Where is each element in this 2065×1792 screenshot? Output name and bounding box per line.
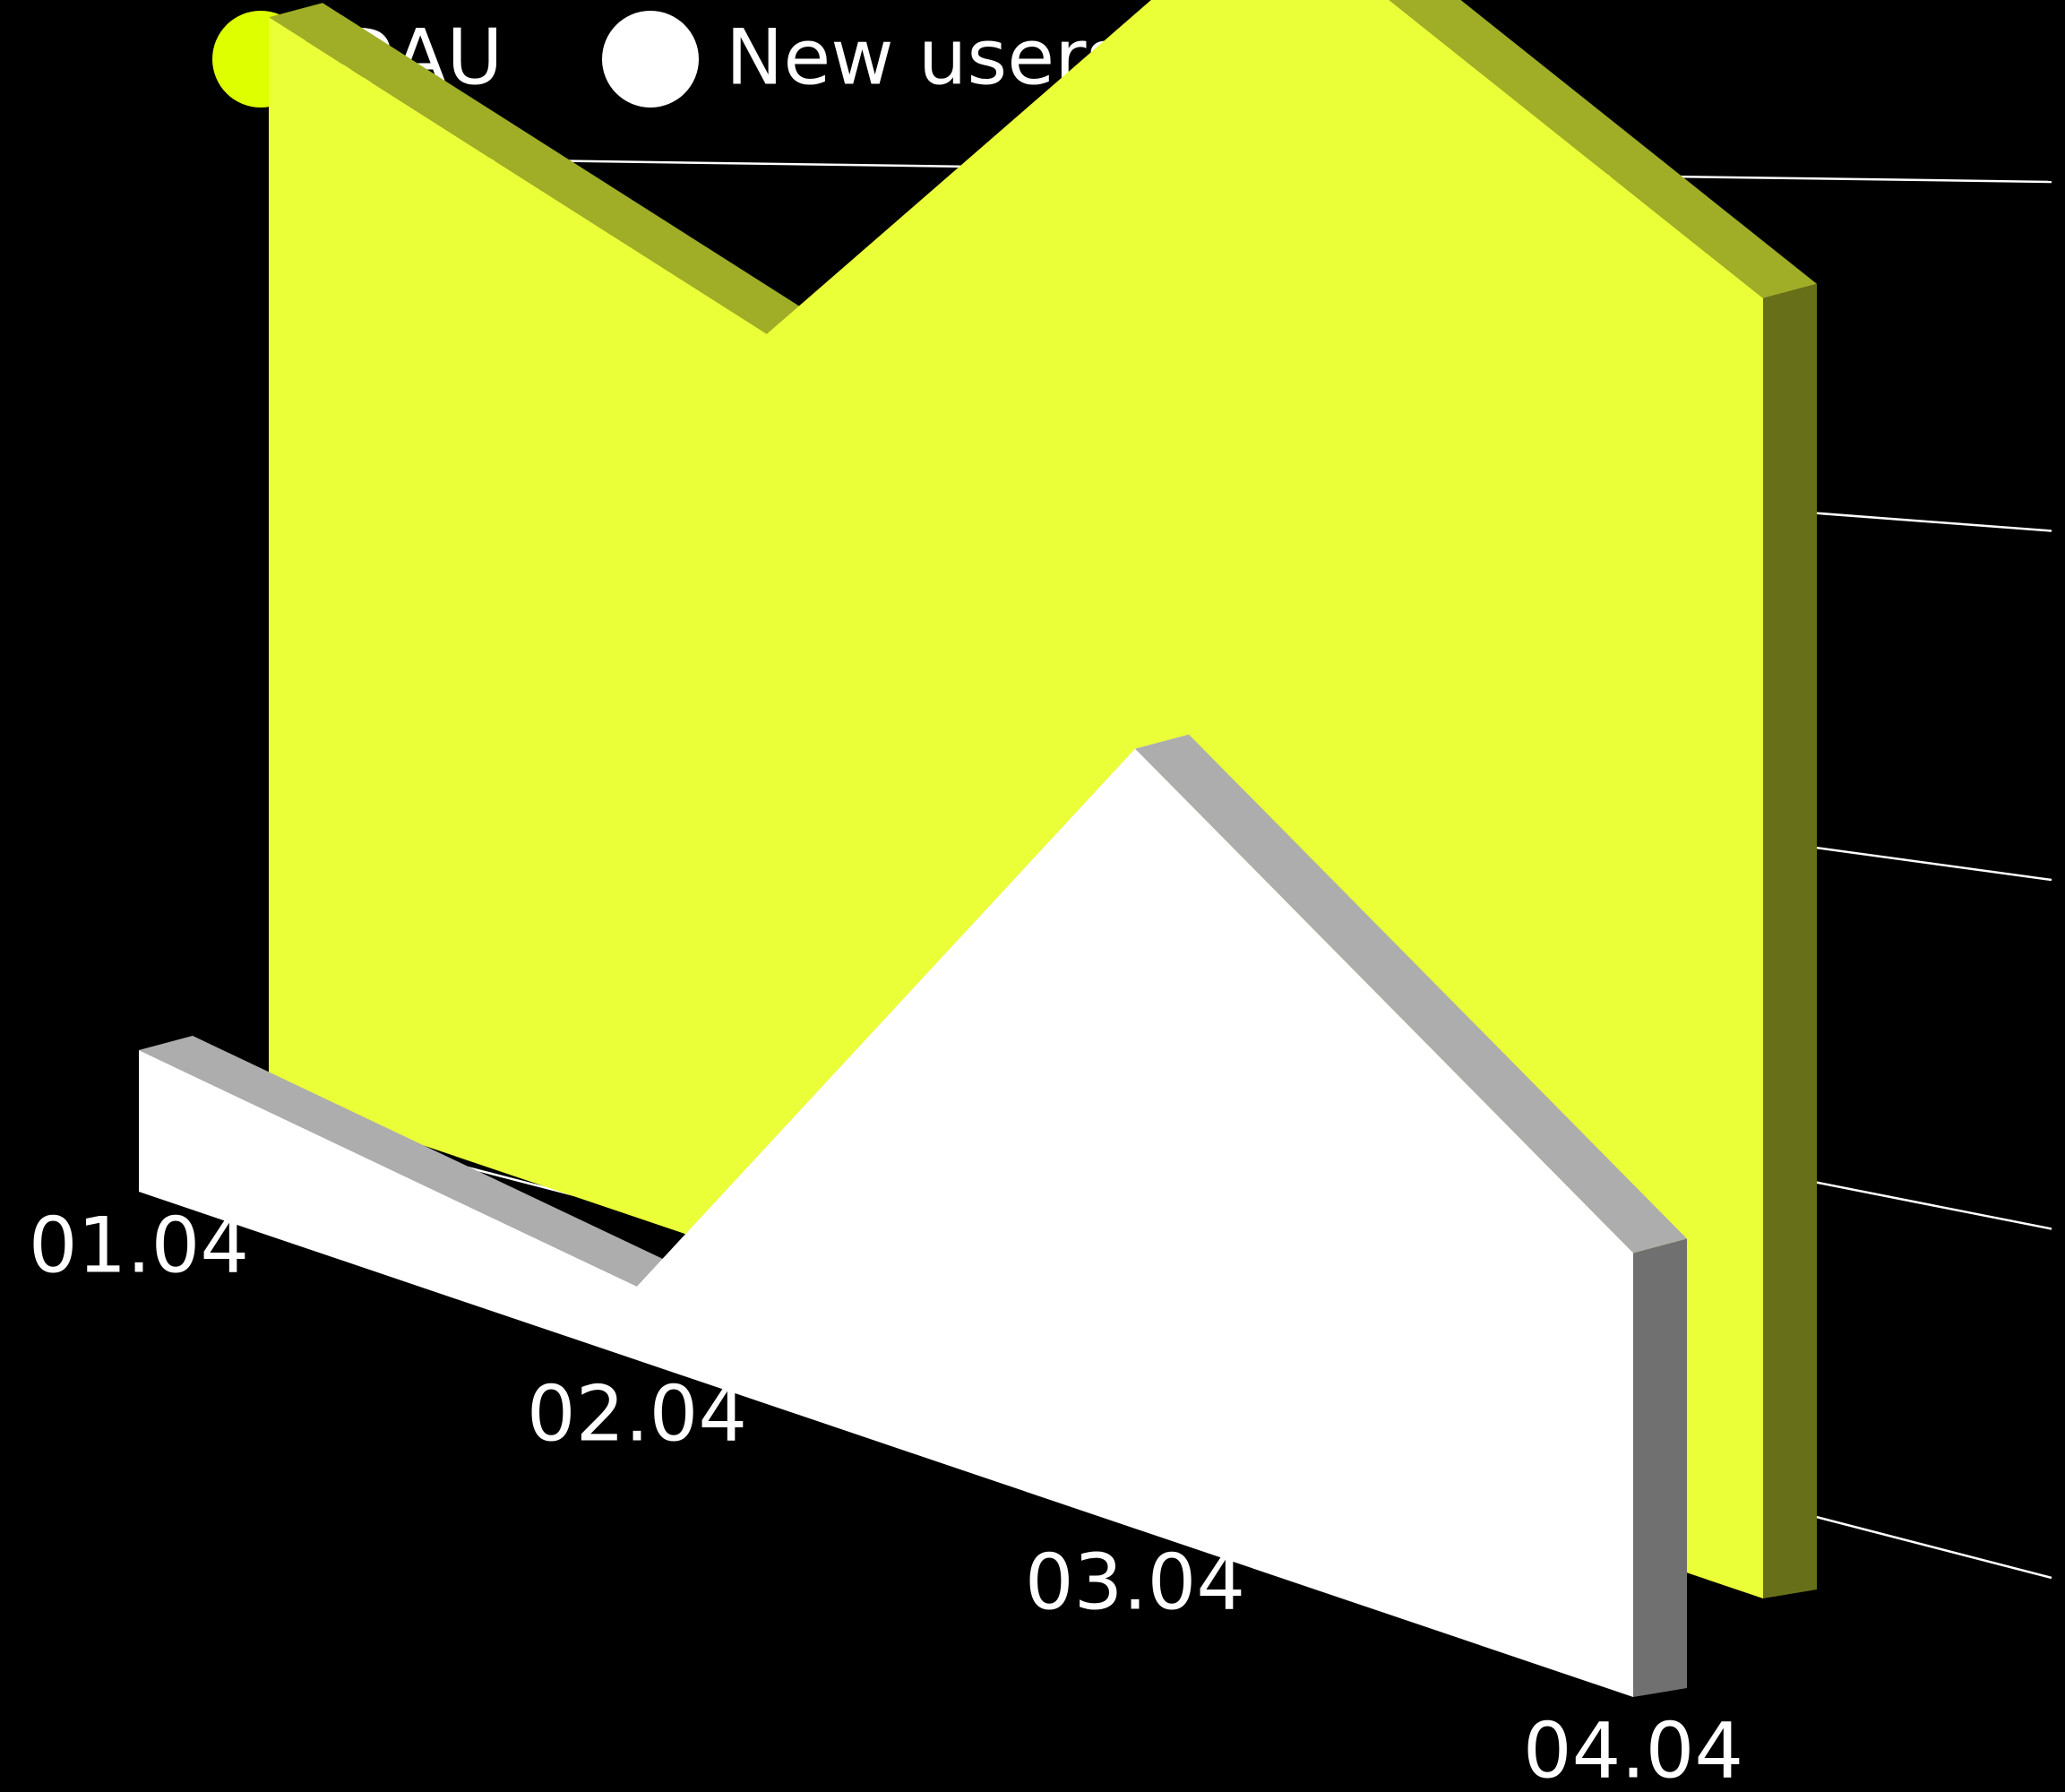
- x-tick-label: 04.04: [1523, 1706, 1743, 1792]
- x-tick-label: 02.04: [527, 1369, 747, 1459]
- x-tick-label: 01.04: [29, 1201, 249, 1290]
- top-strip: [1135, 734, 1687, 1254]
- side-face: [1763, 283, 1817, 1598]
- top-strip: [1389, 0, 1817, 298]
- legend-swatch: [602, 11, 699, 108]
- side-face: [1633, 1238, 1687, 1697]
- top-strip: [269, 3, 821, 334]
- top-strip: [139, 1036, 691, 1287]
- x-tick-label: 03.04: [1025, 1538, 1245, 1627]
- area: [139, 748, 1633, 1698]
